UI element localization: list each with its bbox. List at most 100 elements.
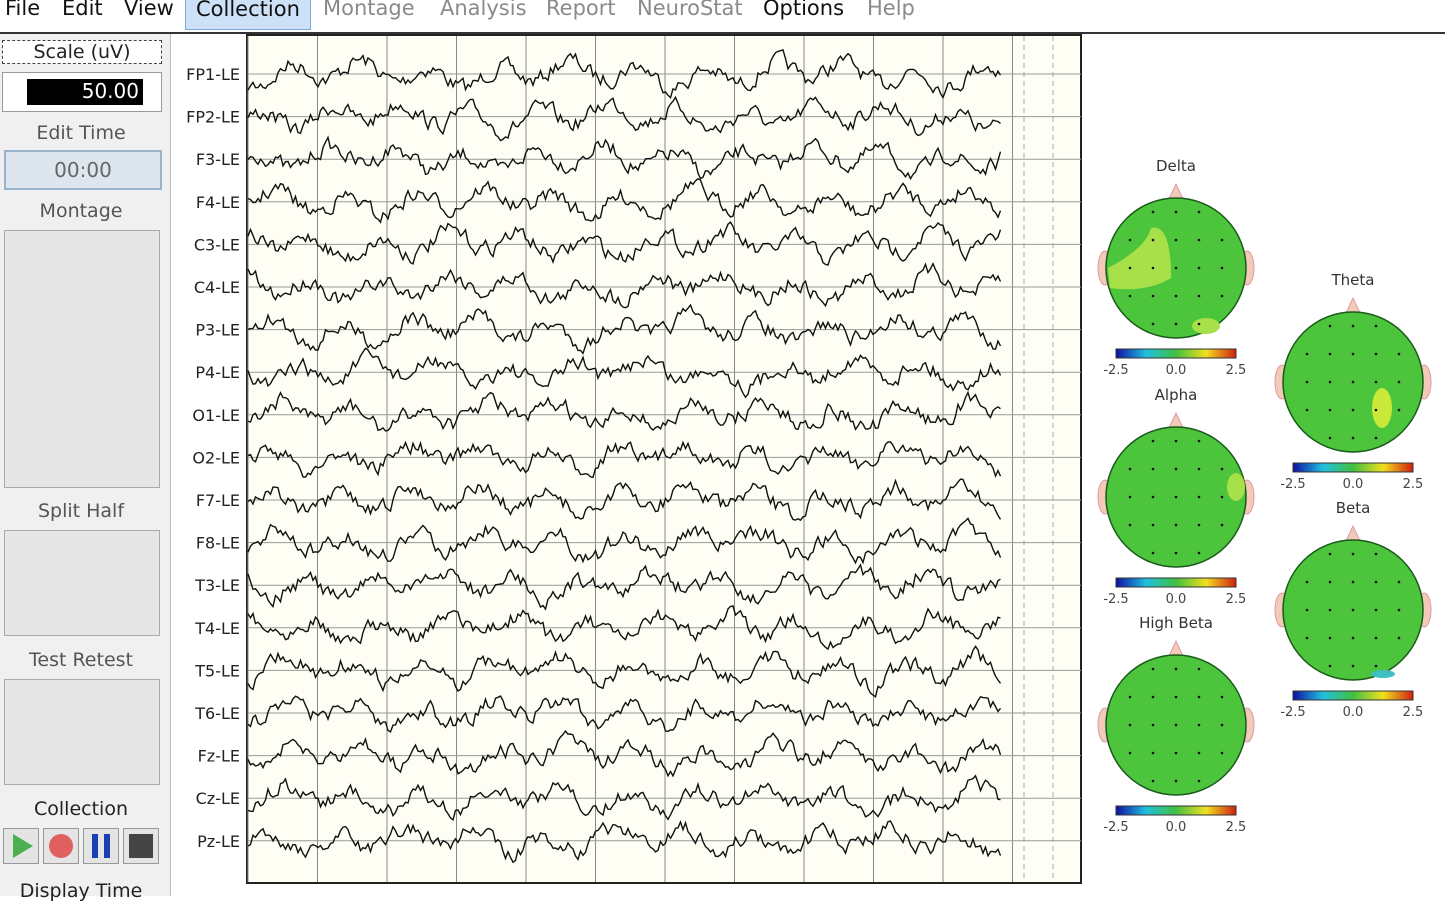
map-title: Delta xyxy=(1156,157,1196,175)
channel-label: T6-LE xyxy=(194,704,240,723)
channel-label: T4-LE xyxy=(194,619,240,638)
electrode-dot xyxy=(1197,294,1201,298)
map-title: Beta xyxy=(1336,499,1371,517)
electrode-dot xyxy=(1151,695,1155,699)
color-bar-label: 0.0 xyxy=(1166,592,1187,607)
electrode-dot xyxy=(1220,723,1224,727)
color-bar-label: 0.0 xyxy=(1166,363,1187,378)
color-bar xyxy=(1115,348,1237,359)
electrode-dot xyxy=(1151,266,1155,270)
electrode-dot xyxy=(1397,408,1401,412)
channel-label: Fz-LE xyxy=(198,747,240,766)
collection-label: Collection xyxy=(34,798,128,820)
menu-item[interactable]: File xyxy=(5,0,41,20)
scale-value[interactable]: 50.00 xyxy=(27,79,143,105)
electrode-dot xyxy=(1151,779,1155,783)
channel-label: T5-LE xyxy=(194,661,240,680)
electrode-dot xyxy=(1374,324,1378,328)
head-nose xyxy=(1345,524,1361,542)
color-bar-label: 2.5 xyxy=(1403,705,1424,720)
color-bar-label: -2.5 xyxy=(1103,592,1128,607)
scale-label: Scale (uV) xyxy=(2,40,162,64)
menu-item[interactable]: NeuroStat xyxy=(637,0,743,20)
color-bar xyxy=(1115,805,1237,816)
electrode-dot xyxy=(1197,467,1201,471)
menu-item[interactable]: Montage xyxy=(323,0,415,20)
menu-item[interactable]: Analysis xyxy=(440,0,527,20)
electrode-dot xyxy=(1174,439,1178,443)
display-time-label: Display Time xyxy=(19,880,143,902)
play-button[interactable] xyxy=(3,828,39,864)
electrode-dot xyxy=(1128,294,1132,298)
electrode-dot xyxy=(1305,380,1309,384)
split-half-list[interactable] xyxy=(4,530,160,636)
electrode-dot xyxy=(1128,238,1132,242)
electrode-dot xyxy=(1197,439,1201,443)
electrode-dot xyxy=(1174,551,1178,555)
electrode-dot xyxy=(1220,467,1224,471)
topo-maps-panel: Delta -2.5 0.0 2.5 Theta -2.5 0.0 2.5 Alpha -2.5 0… xyxy=(1097,157,1432,835)
pause-button[interactable] xyxy=(83,828,119,864)
channel-label: F7-LE xyxy=(196,491,240,510)
menu-bar: File Edit View Collection Montage Analys… xyxy=(0,0,1445,34)
sidebar: Scale (uV) 50.00 Edit Time 00:00 Montage… xyxy=(0,34,171,902)
eeg-trace xyxy=(247,820,1002,864)
electrode-dot xyxy=(1374,552,1378,556)
eeg-trace xyxy=(247,695,1002,733)
electrode-dot xyxy=(1151,495,1155,499)
channel-label: T3-LE xyxy=(194,576,240,595)
menu-item[interactable]: Options xyxy=(763,0,845,20)
electrode-dot xyxy=(1220,238,1224,242)
electrode-dot xyxy=(1174,238,1178,242)
electrode-dot xyxy=(1174,779,1178,783)
electrode-dot xyxy=(1174,667,1178,671)
electrode-dot xyxy=(1351,324,1355,328)
electrode-dot xyxy=(1220,751,1224,755)
head-nose xyxy=(1168,411,1184,429)
channel-label: F8-LE xyxy=(196,534,240,553)
eeg-trace xyxy=(247,440,1002,479)
electrode-dot xyxy=(1374,380,1378,384)
record-button[interactable] xyxy=(43,828,79,864)
electrode-dot xyxy=(1351,664,1355,668)
edit-time-value[interactable]: 00:00 xyxy=(4,150,162,190)
scale-spinner[interactable]: 50.00 xyxy=(2,72,162,112)
channel-label: P4-LE xyxy=(195,363,240,382)
electrode-dot xyxy=(1174,695,1178,699)
activation-blob xyxy=(1372,388,1392,428)
electrode-dot xyxy=(1351,580,1355,584)
electrode-dot xyxy=(1328,324,1332,328)
electrode-dot xyxy=(1351,380,1355,384)
channel-label: O1-LE xyxy=(192,406,240,425)
electrode-dot xyxy=(1197,210,1201,214)
channel-label: C4-LE xyxy=(194,278,240,297)
electrode-dot xyxy=(1128,695,1132,699)
electrode-dot xyxy=(1305,352,1309,356)
stop-button[interactable] xyxy=(123,828,159,864)
channel-label: Pz-LE xyxy=(197,832,240,851)
eeg-trace xyxy=(247,563,1001,611)
montage-list[interactable] xyxy=(4,230,160,488)
eeg-trace xyxy=(247,729,1002,778)
electrode-dot xyxy=(1351,552,1355,556)
electrode-dot xyxy=(1197,551,1201,555)
test-retest-list[interactable] xyxy=(4,679,160,785)
menu-item[interactable]: Collection xyxy=(185,0,311,30)
eeg-plot-area xyxy=(246,34,1082,884)
map-title: High Beta xyxy=(1139,614,1213,632)
menu-item[interactable]: View xyxy=(124,0,174,20)
menu-item[interactable]: Help xyxy=(867,0,915,20)
electrode-dot xyxy=(1151,523,1155,527)
electrode-dot xyxy=(1374,636,1378,640)
menu-item[interactable]: Edit xyxy=(62,0,103,20)
menu-item[interactable]: Report xyxy=(546,0,616,20)
electrode-dot xyxy=(1174,723,1178,727)
head-nose xyxy=(1345,296,1361,314)
eeg-trace xyxy=(247,347,1002,399)
eeg-trace xyxy=(247,645,1002,699)
electrode-dot xyxy=(1220,266,1224,270)
electrode-dot xyxy=(1128,523,1132,527)
eeg-trace xyxy=(247,390,1001,432)
channel-label: F4-LE xyxy=(196,193,240,212)
electrode-dot xyxy=(1151,751,1155,755)
